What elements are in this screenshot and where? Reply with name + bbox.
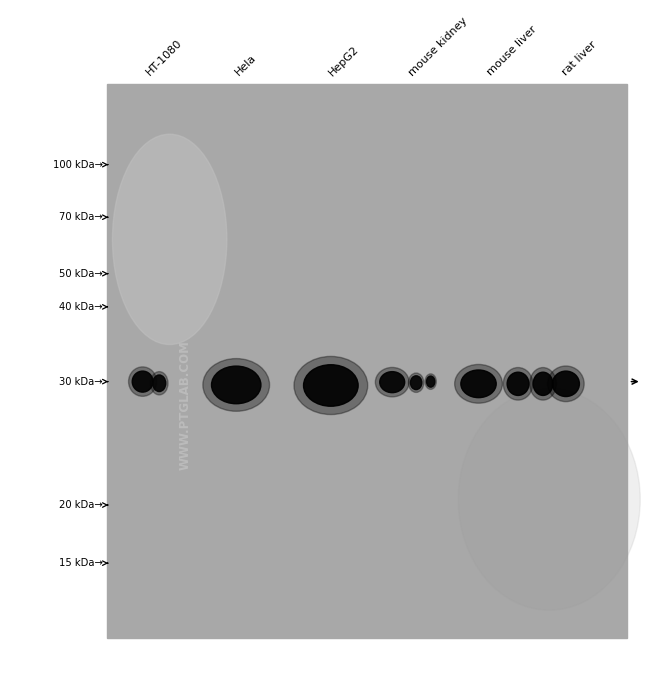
Ellipse shape bbox=[454, 364, 502, 403]
Text: HepG2: HepG2 bbox=[326, 44, 360, 78]
Text: 40 kDa→: 40 kDa→ bbox=[59, 302, 103, 312]
Ellipse shape bbox=[132, 371, 153, 392]
Ellipse shape bbox=[533, 372, 553, 396]
Ellipse shape bbox=[211, 366, 261, 404]
Text: mouse liver: mouse liver bbox=[485, 24, 538, 78]
Text: 100 kDa→: 100 kDa→ bbox=[53, 159, 103, 169]
Ellipse shape bbox=[503, 368, 533, 400]
Ellipse shape bbox=[548, 366, 584, 402]
Text: 20 kDa→: 20 kDa→ bbox=[59, 500, 103, 510]
Ellipse shape bbox=[507, 372, 529, 396]
Ellipse shape bbox=[150, 372, 168, 395]
Ellipse shape bbox=[304, 364, 358, 406]
Text: Hela: Hela bbox=[233, 53, 257, 78]
Ellipse shape bbox=[380, 372, 405, 393]
Text: 50 kDa→: 50 kDa→ bbox=[59, 269, 103, 279]
Ellipse shape bbox=[129, 367, 157, 396]
Ellipse shape bbox=[552, 371, 579, 396]
Ellipse shape bbox=[408, 373, 424, 392]
Text: 15 kDa→: 15 kDa→ bbox=[59, 558, 103, 568]
Text: 70 kDa→: 70 kDa→ bbox=[59, 212, 103, 222]
Text: rat liver: rat liver bbox=[560, 40, 599, 78]
Ellipse shape bbox=[112, 134, 227, 344]
Ellipse shape bbox=[203, 358, 270, 411]
Ellipse shape bbox=[153, 375, 166, 391]
Text: HT-1080: HT-1080 bbox=[144, 38, 184, 78]
Ellipse shape bbox=[425, 374, 436, 389]
Ellipse shape bbox=[461, 370, 496, 398]
Ellipse shape bbox=[294, 356, 368, 414]
Text: WWW.PTGLAB.COM: WWW.PTGLAB.COM bbox=[179, 340, 192, 470]
Ellipse shape bbox=[375, 367, 409, 397]
Ellipse shape bbox=[530, 368, 556, 400]
Bar bbox=[107, 84, 627, 638]
Ellipse shape bbox=[458, 389, 640, 610]
Ellipse shape bbox=[410, 376, 422, 389]
Text: 30 kDa→: 30 kDa→ bbox=[59, 377, 103, 387]
Text: mouse kidney: mouse kidney bbox=[407, 16, 469, 78]
Ellipse shape bbox=[426, 376, 435, 387]
